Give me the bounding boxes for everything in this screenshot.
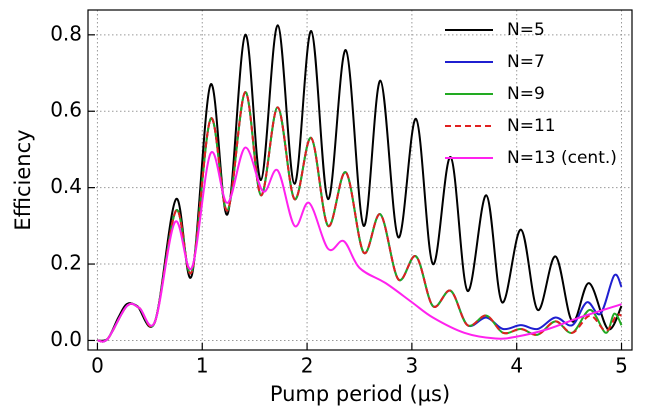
legend-label: N=9	[507, 84, 545, 104]
series-line	[97, 146, 622, 343]
y-tick-label: 0.8	[50, 21, 82, 45]
legend-label: N=7	[507, 52, 545, 72]
y-tick-label: 0.2	[50, 251, 82, 275]
y-tick-label: 0.6	[50, 98, 82, 122]
legend-label: N=5	[507, 20, 545, 40]
legend-label: N=13 (cent.)	[507, 148, 617, 168]
x-tick-label: 0	[91, 354, 104, 378]
x-tick-label: 5	[615, 354, 628, 378]
x-tick-label: 1	[196, 354, 209, 378]
x-tick-label: 4	[510, 354, 523, 378]
series-line	[97, 91, 622, 343]
x-tick-label: 2	[301, 354, 314, 378]
legend-label: N=11	[507, 116, 556, 136]
y-tick-label: 0.4	[50, 174, 82, 198]
x-axis-label: Pump period (μs)	[270, 382, 450, 406]
x-tick-label: 3	[406, 354, 419, 378]
plot-frame	[87, 9, 633, 351]
y-tick-label: 0.0	[50, 327, 82, 351]
series-line	[97, 24, 623, 342]
y-axis-label: Efficiency	[11, 129, 35, 230]
